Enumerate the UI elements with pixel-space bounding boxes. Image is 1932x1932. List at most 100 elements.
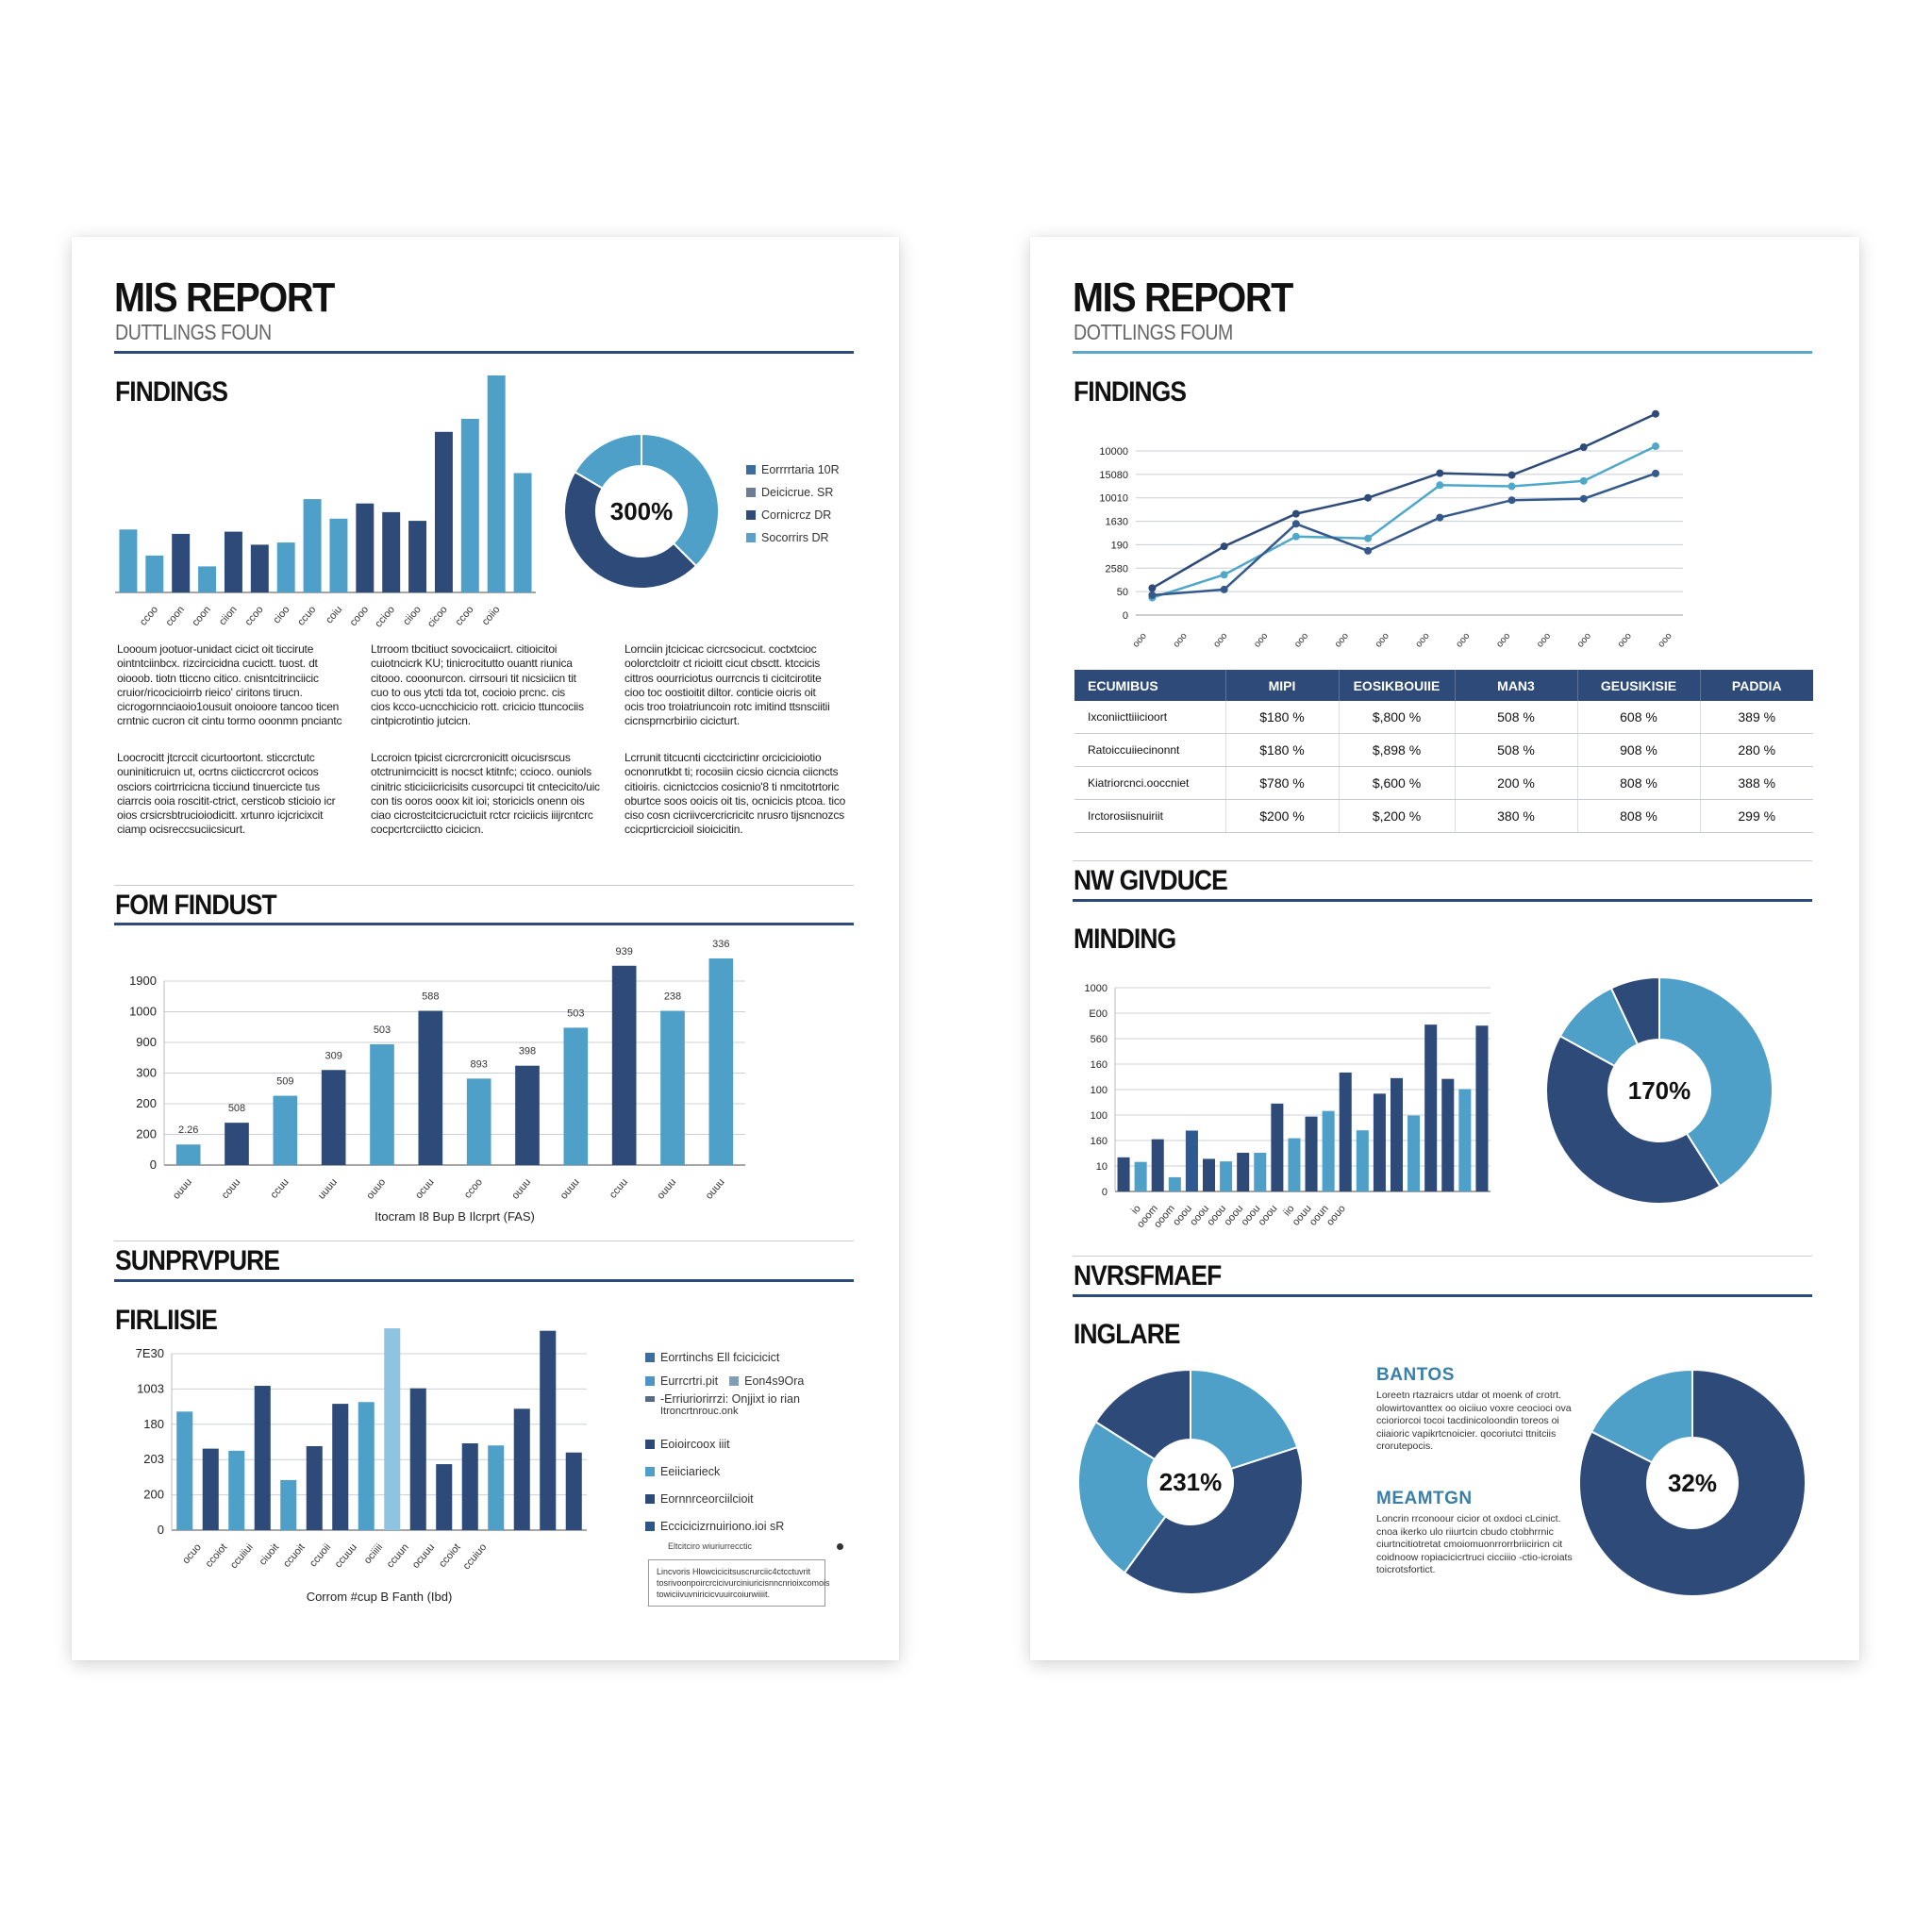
table-cell: 200 %: [1455, 766, 1578, 800]
bar: [408, 521, 427, 592]
data-label: 503: [374, 1024, 391, 1036]
x-tick-label: ccuoit: [281, 1541, 308, 1570]
data-point: [1291, 520, 1300, 528]
paragraph-line: cuiotncicrk KU; tinicrocitutto ouantt ri…: [371, 657, 573, 671]
data-label: 939: [615, 946, 632, 958]
legend-label: Deicicrue. SR: [761, 486, 834, 499]
legend-label: Eccicicizrnuiriono.ioi sR: [660, 1519, 785, 1533]
x-tick-label: cicoo: [425, 604, 450, 629]
bar: [254, 1386, 271, 1530]
y-tick-label: 0: [1102, 1187, 1108, 1198]
x-tick-label: ccoiot: [204, 1541, 230, 1570]
chart-legend: Eorrtinchs Ell fcicicicict Eurrcrtri.pit…: [645, 1345, 891, 1551]
y-tick-label: 1000: [129, 1005, 157, 1019]
paragraph-line: cittros oourriciotus ourrcncis ti cicitc…: [625, 671, 822, 685]
legend-swatch: [746, 488, 756, 497]
x-tick-label: ouuu: [171, 1176, 194, 1201]
data-point: [1220, 585, 1228, 593]
x-tick-label: ooo: [1333, 631, 1351, 650]
y-tick-label: 900: [136, 1035, 157, 1049]
paragraph-line: crntnic cucron cit cintu tormo ooonmn pn…: [117, 714, 342, 728]
y-tick-label: 160: [1091, 1059, 1108, 1071]
x-axis-label: Corrom #cup B Fanth (Ibd): [307, 1590, 453, 1604]
x-tick-label: ooo: [1575, 631, 1593, 650]
data-point: [1579, 443, 1588, 452]
y-tick-label: 200: [143, 1488, 164, 1502]
bar: [540, 1330, 557, 1530]
paragraph-line: cioo toc oostioitit diltor. conticie oic…: [625, 685, 816, 699]
x-tick-label: ccuun: [385, 1541, 411, 1570]
page-1-charts: ccoo coon coon ciion ccoo cioo ccuo coiu cooo cci…: [115, 375, 745, 1604]
side-text-block: MEAMTGN Loncrin rrconoour cicior ot oxdo…: [1376, 1489, 1579, 1577]
bar: [202, 1448, 219, 1530]
bar: [1288, 1138, 1301, 1191]
x-tick-label: ooo: [1172, 631, 1190, 650]
column-header: PADDIA: [1700, 670, 1813, 701]
note-line: Lincvoris Hlowcicicitsuscrurciic4ctcctuv…: [657, 1567, 811, 1576]
x-tick-label: ouuu: [704, 1176, 727, 1201]
bar: [563, 1027, 589, 1165]
data-point: [1507, 471, 1516, 479]
section-rule: [1073, 899, 1812, 902]
legend-note: Eltcitciro wiuriurrecctic: [645, 1541, 891, 1551]
section-rule: [114, 1279, 854, 1282]
x-tick-label: oouo: [1324, 1203, 1348, 1227]
x-tick-label: ccoo: [242, 604, 265, 628]
bar: [660, 1010, 685, 1165]
table-cell: Irctorosiisnuiriit: [1074, 799, 1226, 833]
data-label: 509: [276, 1076, 293, 1088]
table-cell: $,200 %: [1339, 799, 1456, 833]
bar: [1271, 1103, 1284, 1191]
bar: [225, 1123, 249, 1165]
paragraph-line: cruior/ricocicioirrb rieico' ciritons ti…: [117, 685, 303, 699]
table-row: Ratoiccuiiecinonnt $180 % $,898 % 508 % 908 …: [1074, 733, 1813, 767]
bar: [228, 1450, 245, 1530]
data-point: [1291, 532, 1300, 541]
legend-swatch: [645, 1466, 655, 1476]
side-paragraph: Loncrin rrconoour cicior ot oxdoci cLcin…: [1376, 1513, 1579, 1577]
x-tick-label: couu: [220, 1176, 243, 1201]
data-point: [1507, 482, 1516, 491]
section-heading: SUNPRVPURE: [115, 1245, 280, 1276]
y-tick-label: 1003: [137, 1381, 164, 1395]
paragraph-line: ointntciinbcx. rizcircicidna cucictt. tu…: [117, 657, 318, 671]
section-divider: [1073, 860, 1812, 861]
paragraph-line: ciurtncitiotretat cmoiomuonrrorrbriiciri…: [1376, 1539, 1563, 1551]
y-tick-label: 200: [136, 1127, 157, 1141]
data-table: ECUMIBUS MIPI EOSIKBOUIIE MAN3 GEUSIKISI…: [1074, 670, 1813, 833]
note-line: tosrivoonpoircrcicivurciniuricisnncnrioi…: [657, 1578, 830, 1588]
y-tick-label: 0: [158, 1523, 164, 1537]
legend-item: Socorrirs DR: [746, 531, 840, 544]
data-point: [1148, 591, 1157, 599]
column-header: MIPI: [1225, 670, 1340, 701]
data-label: 238: [664, 991, 681, 1003]
paragraph-line: Ltrroom tbcitiuct sovocicaiicrt. citioic…: [371, 642, 558, 656]
data-point: [1148, 584, 1157, 592]
bar: [1237, 1152, 1250, 1191]
legend-label: Socorrirs DR: [761, 531, 829, 544]
donut-legend: Eorrrrtaria 10R Deicicrue. SR Cornicrcz …: [746, 463, 840, 544]
bar: [1356, 1130, 1369, 1191]
bar: [1134, 1161, 1147, 1191]
bar: [460, 419, 479, 592]
legend-swatch: [645, 1375, 655, 1386]
bar: [1390, 1077, 1404, 1191]
x-tick-label: ccuu: [268, 1176, 291, 1201]
y-tick-label: 7E30: [136, 1346, 164, 1360]
bar: [708, 958, 734, 1165]
x-tick-label: ccuu: [608, 1176, 630, 1201]
y-tick-label: 15080: [1099, 470, 1128, 481]
y-tick-label: 1900: [129, 974, 157, 988]
data-point: [1436, 481, 1444, 490]
table-cell: Ratoiccuiiecinonnt: [1074, 733, 1226, 767]
bar: [409, 1388, 426, 1530]
legend-row: -Erriuriorirrzi: Onjjixt io rian: [645, 1392, 891, 1406]
paragraph-line: cios kcco-ucncchicicio rott. cricicio tt…: [371, 700, 584, 714]
donut-slice: [563, 470, 698, 590]
bar: [513, 1408, 530, 1530]
donut-slice: [1578, 1368, 1807, 1597]
donut-center-label: 300%: [610, 497, 674, 525]
x-tick-label: ocuu: [413, 1176, 437, 1201]
info-dot-icon: [837, 1542, 844, 1550]
data-point: [1652, 442, 1659, 451]
